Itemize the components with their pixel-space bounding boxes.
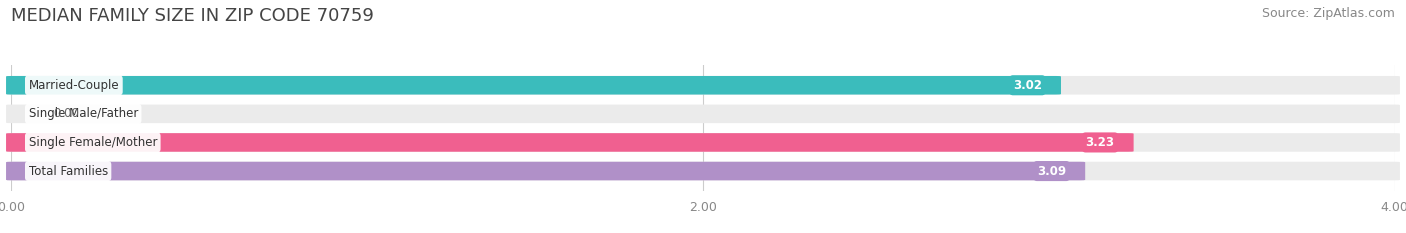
FancyBboxPatch shape	[6, 105, 1400, 123]
Text: MEDIAN FAMILY SIZE IN ZIP CODE 70759: MEDIAN FAMILY SIZE IN ZIP CODE 70759	[11, 7, 374, 25]
Text: 3.02: 3.02	[1012, 79, 1042, 92]
Text: 0.00: 0.00	[53, 107, 79, 120]
FancyBboxPatch shape	[6, 76, 1400, 95]
Text: Single Male/Father: Single Male/Father	[28, 107, 138, 120]
FancyBboxPatch shape	[6, 76, 1062, 95]
FancyBboxPatch shape	[6, 133, 1133, 152]
FancyBboxPatch shape	[6, 162, 1085, 180]
FancyBboxPatch shape	[6, 133, 1400, 152]
Text: Single Female/Mother: Single Female/Mother	[28, 136, 157, 149]
Text: 3.09: 3.09	[1038, 164, 1066, 178]
FancyBboxPatch shape	[6, 162, 1400, 180]
Text: Married-Couple: Married-Couple	[28, 79, 120, 92]
Text: Source: ZipAtlas.com: Source: ZipAtlas.com	[1261, 7, 1395, 20]
Text: 3.23: 3.23	[1085, 136, 1115, 149]
Text: Total Families: Total Families	[28, 164, 108, 178]
